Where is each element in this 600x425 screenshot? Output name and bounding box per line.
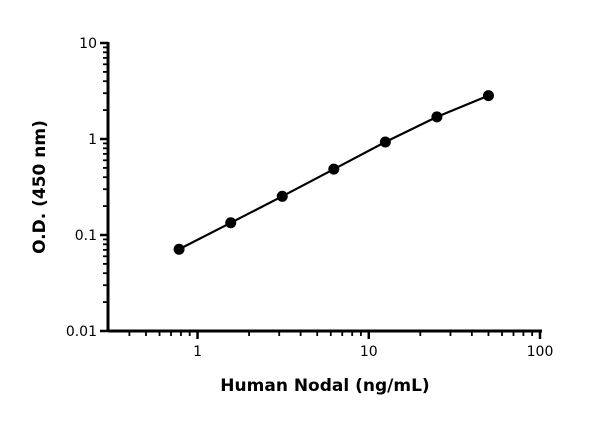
x-tick-label: 1 [193,344,202,360]
data-point [482,90,494,102]
data-point [379,136,391,148]
x-tick-label: 100 [527,344,554,360]
axes: 1 10 100 0.01 0.1 1 10 [66,36,554,360]
data-marks [173,90,494,255]
y-tick-label: 1 [88,132,97,148]
data-point [431,111,443,123]
y-axis-label: O.D. (450 nm) [30,120,50,254]
y-tick-label: 10 [79,36,97,52]
y-tick-label: 0.01 [66,324,97,340]
y-tick-label: 0.1 [75,228,97,244]
data-point [328,163,340,175]
x-tick-label: 10 [360,344,378,360]
data-point [173,243,185,255]
data-point [276,190,288,202]
data-point [225,217,237,229]
x-axis-label: Human Nodal (ng/mL) [220,376,429,396]
